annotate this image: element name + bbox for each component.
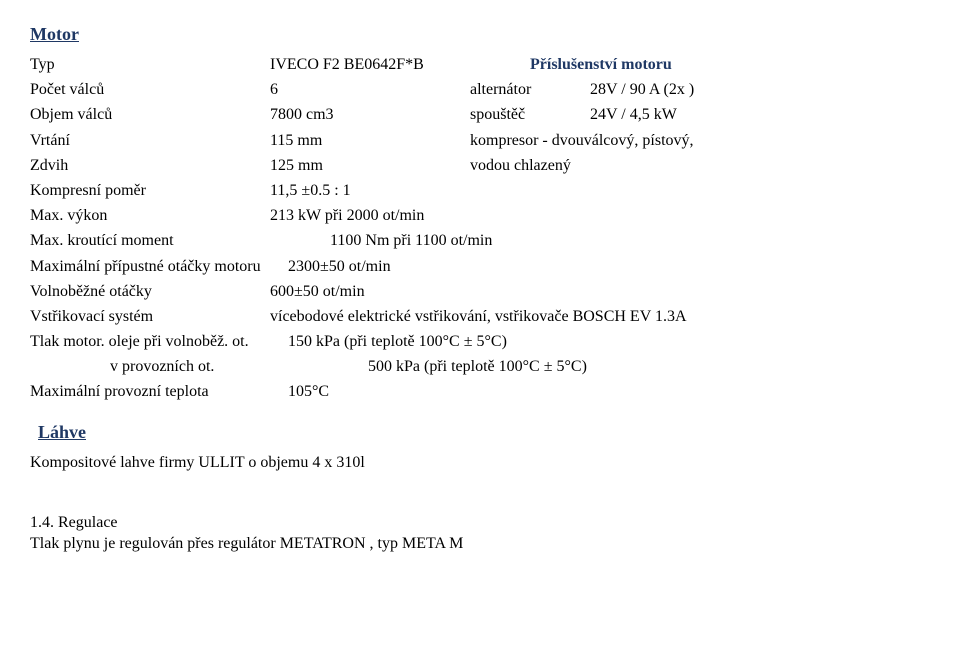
row-tlak1: Tlak motor. oleje při volnoběž. ot. 150 … (30, 330, 930, 353)
extra-label-pocet-valcu: alternátor (470, 78, 590, 101)
lahve-text: Kompositové lahve firmy ULLIT o objemu 4… (30, 451, 365, 474)
value-pocet-valcu: 6 (270, 78, 470, 101)
regulace-heading: 1.4. Regulace (30, 514, 930, 532)
value-zdvih: 125 mm (270, 154, 470, 177)
value-tlak2: 500 kPa (při teplotě 100°C ± 5°C) (368, 355, 930, 378)
section-title-motor: Motor (30, 24, 930, 45)
label-pocet-valcu: Počet válců (30, 78, 270, 101)
label-vrtani: Vrtání (30, 129, 270, 152)
label-kroutici: Max. kroutící moment (30, 229, 270, 252)
label-zdvih: Zdvih (30, 154, 270, 177)
label-vstrik: Vstřikovací systém (30, 305, 270, 328)
row-volno: Volnoběžné otáčky 600±50 ot/min (30, 280, 930, 303)
row-kroutici: Max. kroutící moment 1100 Nm při 1100 ot… (30, 229, 930, 252)
value-vykon: 213 kW při 2000 ot/min (270, 204, 930, 227)
value-kroutici: 1100 Nm při 1100 ot/min (270, 229, 930, 252)
row-vrtani: Vrtání 115 mm kompresor - dvouválcový, p… (30, 129, 930, 152)
label-volno: Volnoběžné otáčky (30, 280, 270, 303)
label-vykon: Max. výkon (30, 204, 270, 227)
row-lahve-text: Kompositové lahve firmy ULLIT o objemu 4… (30, 451, 930, 474)
label-typ: Typ (30, 53, 270, 76)
regulace-text: Tlak plynu je regulován přes regulátor M… (30, 532, 463, 555)
row-pocet-valcu: Počet válců 6 alternátor 28V / 90 A (2x … (30, 78, 930, 101)
row-objem-valcu: Objem válců 7800 cm3 spouštěč 24V / 4,5 … (30, 103, 930, 126)
extra-val-objem-valcu: 24V / 4,5 kW (590, 103, 677, 126)
row-max-otacky: Maximální přípustné otáčky motoru 2300±5… (30, 255, 930, 278)
row-teplota: Maximální provozní teplota 105°C (30, 380, 930, 403)
label-kompresni: Kompresní poměr (30, 179, 270, 202)
row-regulace-text: Tlak plynu je regulován přes regulátor M… (30, 532, 930, 555)
row-kompresni: Kompresní poměr 11,5 ±0.5 : 1 (30, 179, 930, 202)
value-typ: IVECO F2 BE0642F*B (270, 53, 530, 76)
label-max-otacky: Maximální přípustné otáčky motoru (30, 255, 288, 278)
value-vstrik: vícebodové elektrické vstřikování, vstři… (270, 305, 930, 328)
row-vstrik: Vstřikovací systém vícebodové elektrické… (30, 305, 930, 328)
value-objem-valcu: 7800 cm3 (270, 103, 470, 126)
label-tlak2: v provozních ot. (30, 355, 368, 378)
row-tlak2: v provozních ot. 500 kPa (při teplotě 10… (30, 355, 930, 378)
row-vykon: Max. výkon 213 kW při 2000 ot/min (30, 204, 930, 227)
value-max-otacky: 2300±50 ot/min (288, 255, 930, 278)
value-teplota: 105°C (288, 380, 930, 403)
value-volno: 600±50 ot/min (270, 280, 930, 303)
label-objem-valcu: Objem válců (30, 103, 270, 126)
section-title-lahve: Láhve (38, 422, 930, 443)
value-kompresni: 11,5 ±0.5 : 1 (270, 179, 470, 202)
extra-zdvih: vodou chlazený (470, 154, 930, 177)
extra-vrtani: kompresor - dvouválcový, pístový, (470, 129, 930, 152)
extra-val-pocet-valcu: 28V / 90 A (2x ) (590, 78, 694, 101)
label-teplota: Maximální provozní teplota (30, 380, 288, 403)
extra-label-objem-valcu: spouštěč (470, 103, 590, 126)
row-zdvih: Zdvih 125 mm vodou chlazený (30, 154, 930, 177)
extra-typ: Příslušenství motoru (530, 53, 930, 76)
label-tlak1: Tlak motor. oleje při volnoběž. ot. (30, 330, 288, 353)
value-tlak1: 150 kPa (při teplotě 100°C ± 5°C) (288, 330, 930, 353)
value-vrtani: 115 mm (270, 129, 470, 152)
row-typ: Typ IVECO F2 BE0642F*B Příslušenství mot… (30, 53, 930, 76)
